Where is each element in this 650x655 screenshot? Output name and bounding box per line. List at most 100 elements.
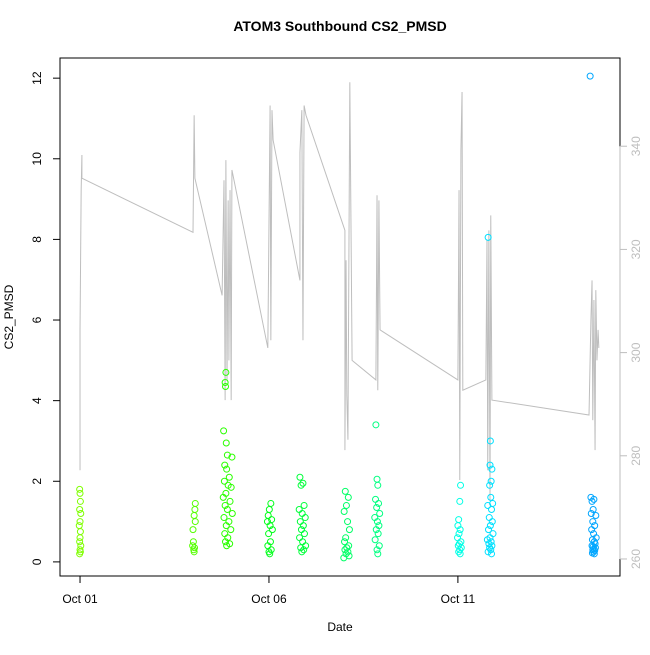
x-tick-label: Oct 11 [441, 592, 476, 606]
data-point [220, 427, 228, 435]
data-point [372, 421, 380, 429]
data-point [455, 530, 463, 538]
data-point [222, 538, 230, 546]
data-point [76, 489, 84, 497]
data-point [222, 522, 230, 530]
y2-tick-label: 260 [629, 549, 643, 569]
data-point [456, 526, 464, 534]
data-point [454, 534, 462, 542]
data-point [223, 451, 231, 459]
data-point [455, 516, 463, 524]
data-point [296, 518, 304, 526]
data-point [489, 530, 497, 538]
data-point [300, 501, 308, 509]
y-tick-label: 4 [30, 397, 44, 404]
data-point [454, 522, 462, 530]
data-point [191, 518, 199, 526]
data-point [589, 518, 597, 526]
data-point [376, 510, 384, 518]
data-point [375, 499, 383, 507]
data-point [221, 379, 229, 387]
data-point [373, 518, 381, 526]
data-point [372, 495, 380, 503]
data-point [375, 542, 383, 550]
data-point [76, 534, 84, 542]
data-point [299, 522, 307, 530]
y-tick-label: 8 [30, 236, 44, 243]
data-point [341, 538, 349, 546]
data-point [221, 461, 229, 469]
data-point [265, 530, 273, 538]
y-tick-label: 12 [30, 71, 44, 85]
data-point [265, 505, 273, 513]
data-point [189, 526, 197, 534]
data-point [222, 368, 230, 376]
data-point [484, 548, 492, 556]
data-point [296, 534, 304, 542]
data-point [455, 548, 463, 556]
data-point [267, 499, 275, 507]
data-point [486, 522, 494, 530]
data-point [220, 514, 228, 522]
data-line [79, 82, 600, 501]
data-point [226, 497, 234, 505]
data-point [456, 497, 464, 505]
data-point [220, 477, 228, 485]
plot-frame [59, 57, 621, 577]
data-point [190, 548, 198, 556]
data-point [373, 503, 381, 511]
data-point [484, 233, 492, 241]
data-point [76, 550, 84, 558]
data-point [225, 473, 233, 481]
data-point [342, 534, 350, 542]
y-tick-label: 2 [30, 478, 44, 485]
data-point [341, 487, 349, 495]
data-point [268, 526, 276, 534]
data-point [221, 530, 229, 538]
data-point [267, 546, 275, 554]
data-point [76, 505, 84, 513]
data-point [372, 526, 380, 534]
data-point [487, 493, 495, 501]
y2-tick-label: 300 [629, 342, 643, 362]
data-point [76, 538, 84, 546]
data-point [299, 538, 307, 546]
data-point [485, 526, 493, 534]
data-point [77, 510, 85, 518]
data-point [587, 510, 595, 518]
y2-tick-label: 320 [629, 239, 643, 259]
data-point [295, 505, 303, 513]
data-point [223, 505, 231, 513]
data-point [488, 518, 496, 526]
y-tick-label: 0 [30, 558, 44, 565]
data-point [340, 554, 348, 562]
data-point [485, 514, 493, 522]
data-point [374, 530, 382, 538]
data-point [76, 497, 84, 505]
x-tick-label: Oct 06 [251, 592, 287, 606]
data-point [76, 485, 84, 493]
data-point [591, 547, 599, 555]
data-point [222, 383, 230, 391]
data-point [266, 550, 274, 558]
data-point [588, 526, 596, 534]
chart-title: ATOM3 Southbound CS2_PMSD [233, 18, 446, 34]
data-point [222, 439, 230, 447]
data-point [219, 493, 227, 501]
y2-tick-label: 340 [629, 136, 643, 156]
data-point [373, 475, 381, 483]
data-point [488, 505, 496, 513]
data-point [488, 542, 496, 550]
data-point [486, 437, 494, 445]
data-point [299, 479, 307, 487]
data-point [223, 542, 231, 550]
data-point [374, 550, 382, 558]
data-point [75, 522, 83, 530]
data-point [486, 481, 494, 489]
data-point [296, 473, 304, 481]
data-point [340, 508, 348, 516]
y-tick-label: 10 [30, 152, 44, 166]
data-point [298, 510, 306, 518]
data-point [592, 512, 600, 520]
